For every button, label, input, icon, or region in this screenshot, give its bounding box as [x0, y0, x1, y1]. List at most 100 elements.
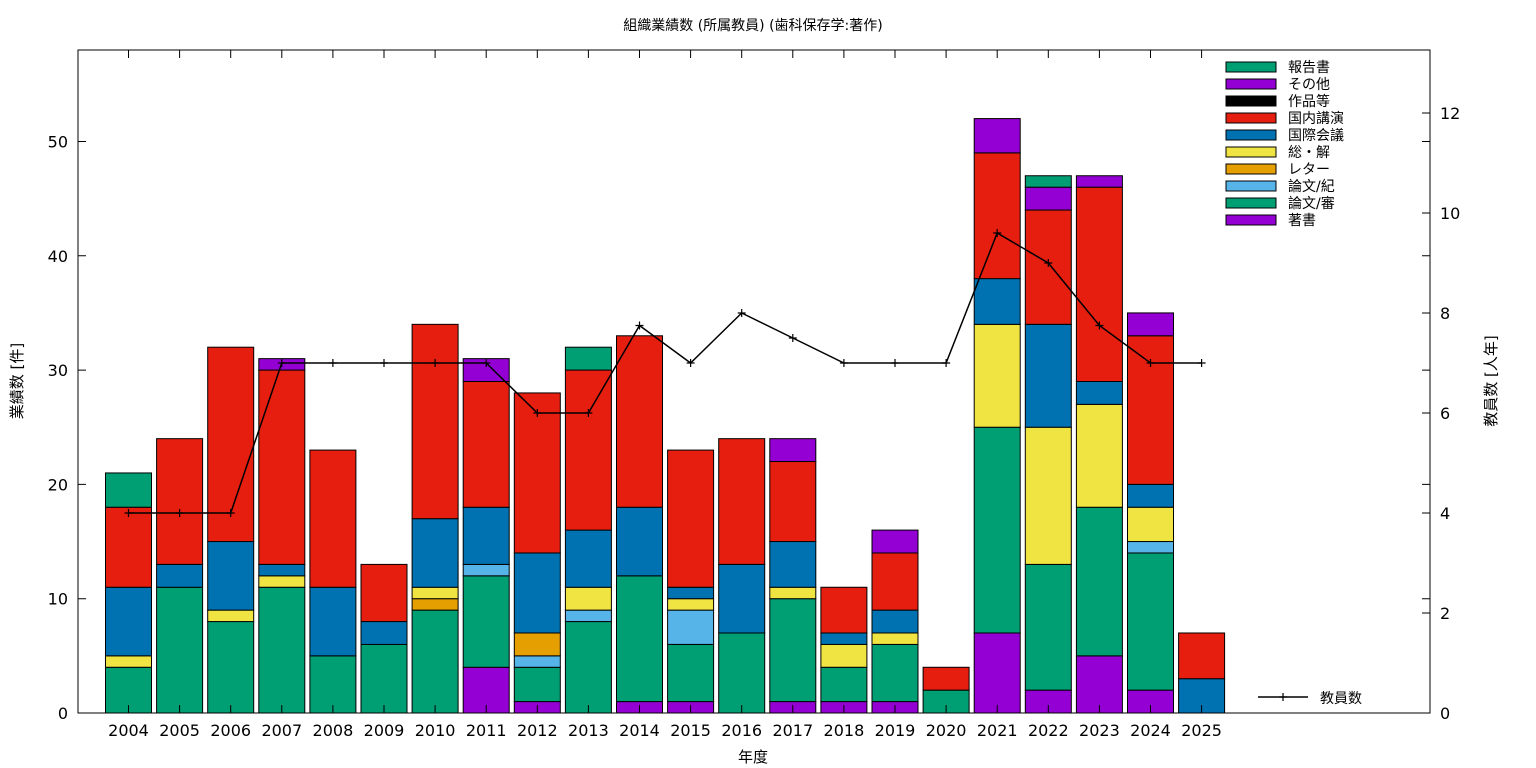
- y-tick-label-20: 20: [48, 475, 68, 494]
- bar-2023-series-4: [1075, 403, 1123, 508]
- bar-2004-series-9: [105, 472, 152, 508]
- bar-2018-series-6: [820, 586, 868, 634]
- bar-2012-series-5: [513, 552, 561, 634]
- x-tick-label-2024: 2024: [1130, 721, 1171, 740]
- line-point-2020: [942, 359, 951, 367]
- legend-swatch-7: [1225, 180, 1277, 192]
- bar-2015-series-2: [667, 609, 715, 645]
- bar-2011-series-5: [462, 506, 510, 565]
- bar-2005-series-6: [156, 438, 204, 565]
- bar-2014-series-6: [616, 335, 663, 508]
- line-point-2006: [226, 509, 235, 517]
- legend-label-7: 論文/紀: [1288, 179, 1335, 195]
- bar-2023-series-0: [1075, 655, 1123, 714]
- line-point-2025: [1197, 359, 1206, 367]
- line-layer: [124, 229, 1206, 517]
- bar-2018-series-1: [820, 666, 868, 703]
- bar-2013-series-1: [564, 621, 612, 714]
- bar-2010-series-6: [411, 323, 459, 520]
- bar-2012-series-1: [513, 666, 561, 703]
- y2-tick-label-4: 4: [1440, 504, 1450, 523]
- y2-tick-label-0: 0: [1440, 704, 1450, 723]
- bar-2009-series-6: [360, 563, 408, 623]
- bar-2013-series-5: [564, 529, 612, 588]
- bar-2005-series-1: [156, 586, 204, 714]
- x-tick-label-2004: 2004: [108, 721, 149, 740]
- bar-2008-series-1: [309, 655, 357, 714]
- legend-label-4: 国際会議: [1288, 127, 1344, 144]
- bar-2018-series-4: [820, 643, 868, 668]
- bar-2021-series-6: [973, 152, 1021, 280]
- y2-tick-label-10: 10: [1440, 204, 1460, 223]
- x-tick-label-2015: 2015: [670, 721, 711, 740]
- legend-label-6: レター: [1288, 162, 1330, 178]
- legend-label-0: 報告書: [1288, 60, 1330, 76]
- bar-2022-series-5: [1024, 323, 1072, 428]
- line-point-2010: [431, 359, 440, 367]
- bar-2017-series-1: [769, 598, 817, 703]
- bar-2019-series-4: [871, 632, 919, 645]
- bar-2004-series-6: [105, 506, 152, 588]
- y-tick-label-50: 50: [48, 132, 68, 151]
- bar-2009-series-5: [360, 621, 408, 645]
- bar-2015-series-6: [667, 449, 715, 588]
- bar-2007-series-6: [258, 369, 306, 565]
- bar-2019-series-5: [871, 609, 919, 634]
- bar-2015-series-5: [667, 586, 715, 600]
- bar-2016-series-1: [718, 632, 766, 714]
- bar-2007-series-1: [258, 586, 306, 714]
- line-point-2011: [482, 359, 491, 367]
- bar-2011-series-1: [462, 575, 510, 668]
- bar-2013-series-2: [564, 609, 612, 623]
- x-tick-label-2018: 2018: [824, 721, 865, 740]
- bar-2008-series-6: [309, 449, 357, 588]
- x-tick-label-2025: 2025: [1181, 721, 1222, 740]
- bar-2022-series-1: [1024, 563, 1072, 691]
- bar-2006-series-4: [207, 609, 255, 623]
- x-axis-label: 年度: [738, 748, 768, 766]
- x-tick-label-2013: 2013: [568, 721, 609, 740]
- line-point-2016: [737, 309, 746, 317]
- bar-2023-series-8: [1075, 175, 1123, 188]
- line-point-2022: [1044, 259, 1053, 267]
- bar-2017-series-8: [769, 438, 817, 463]
- legend-line-marker: [1279, 693, 1287, 701]
- bar-2019-series-6: [871, 552, 919, 611]
- bar-2024-series-1: [1127, 552, 1174, 691]
- bar-2013-series-9: [564, 346, 612, 371]
- bar-2015-series-4: [667, 598, 715, 611]
- bar-2024-series-2: [1127, 541, 1174, 554]
- x-tick-label-2014: 2014: [619, 721, 660, 740]
- y-tick-label-40: 40: [48, 247, 68, 266]
- plot-frame: [77, 49, 1431, 714]
- bars-layer: [105, 118, 1226, 714]
- bar-2009-series-1: [360, 643, 408, 714]
- legend-swatch-0: [1225, 61, 1277, 73]
- bar-2017-series-5: [769, 541, 817, 588]
- x-tick-label-2006: 2006: [210, 721, 251, 740]
- bar-2013-series-4: [564, 586, 612, 611]
- axes-layer: 0 10 20 30 40 50 0 2 4 6 8 10 12 2004 2005 2006 2007 2008…: [48, 49, 1460, 740]
- bar-2006-series-1: [207, 621, 255, 714]
- bar-2023-series-5: [1075, 381, 1123, 405]
- bar-2021-series-4: [973, 323, 1021, 428]
- x-tick-label-2021: 2021: [977, 721, 1018, 740]
- bar-2004-series-5: [105, 586, 152, 657]
- bar-2007-series-4: [258, 575, 306, 588]
- y2-axis-label: 教員数 [人年]: [1482, 335, 1500, 426]
- y2-tick-label-12: 12: [1440, 104, 1460, 123]
- line-point-2015: [686, 359, 695, 367]
- bar-2024-series-6: [1127, 335, 1174, 485]
- x-tick-label-2007: 2007: [261, 721, 302, 740]
- y2-tick-label-6: 6: [1440, 404, 1450, 423]
- legend-line-label: 教員数: [1320, 691, 1362, 707]
- x-tick-label-2005: 2005: [159, 721, 200, 740]
- x-tick-label-2008: 2008: [313, 721, 354, 740]
- bar-2017-series-4: [769, 586, 817, 600]
- line-point-2024: [1146, 359, 1155, 367]
- line-point-2019: [891, 359, 899, 367]
- x-tick-label-2012: 2012: [517, 721, 558, 740]
- x-tick-label-2020: 2020: [926, 721, 967, 740]
- y-axis-label: 業績数 [件]: [8, 343, 26, 419]
